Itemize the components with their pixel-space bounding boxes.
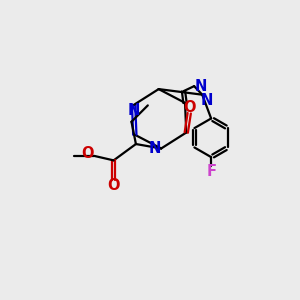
Text: O: O (183, 100, 196, 115)
Text: N: N (200, 92, 213, 107)
Text: O: O (107, 178, 120, 193)
Text: N: N (148, 141, 161, 156)
Text: F: F (206, 164, 216, 179)
Text: N: N (194, 79, 207, 94)
Text: O: O (82, 146, 94, 161)
Text: N: N (128, 103, 140, 118)
